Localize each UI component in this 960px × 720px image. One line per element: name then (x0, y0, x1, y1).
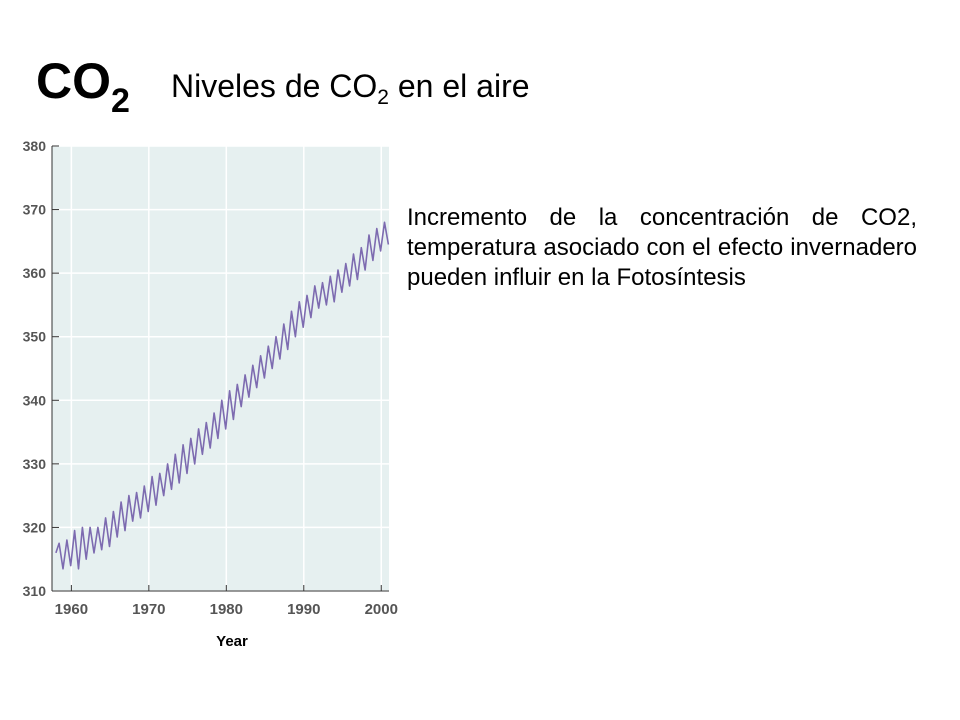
x-axis-label: Year (216, 633, 248, 650)
co2-heading-subscript: 2 (111, 82, 130, 120)
subtitle-subscript: 2 (377, 86, 389, 109)
x-tick-label: 1980 (210, 601, 243, 618)
y-tick-label: 320 (23, 519, 47, 535)
x-tick-label: 1970 (132, 601, 165, 618)
y-tick-label: 370 (23, 202, 47, 218)
y-tick-label: 350 (23, 329, 47, 345)
subtitle-pre: Niveles de CO (171, 68, 378, 104)
y-tick-label: 340 (23, 392, 47, 408)
y-tick-label: 310 (23, 583, 47, 599)
co2-line-chart: 310 320 330 340 350 360 370 380 1960 1970 1980 1990… (23, 138, 398, 650)
x-tick-label: 1990 (287, 601, 320, 618)
description-text: Incremento de la concentración de CO2, t… (407, 204, 917, 291)
y-tick-label: 380 (23, 138, 47, 154)
y-tick-label: 330 (23, 456, 47, 472)
co2-heading-main: CO (36, 53, 111, 109)
x-tick-label: 2000 (365, 601, 398, 618)
slide-subtitle: Niveles de CO2 en el aire (171, 68, 530, 108)
plot-background (52, 146, 389, 591)
co2-heading: CO2 (36, 53, 130, 118)
x-tick-label: 1960 (55, 601, 88, 618)
subtitle-post: en el aire (388, 68, 530, 104)
y-tick-label: 360 (23, 265, 47, 281)
co2-series-line (55, 221, 390, 570)
